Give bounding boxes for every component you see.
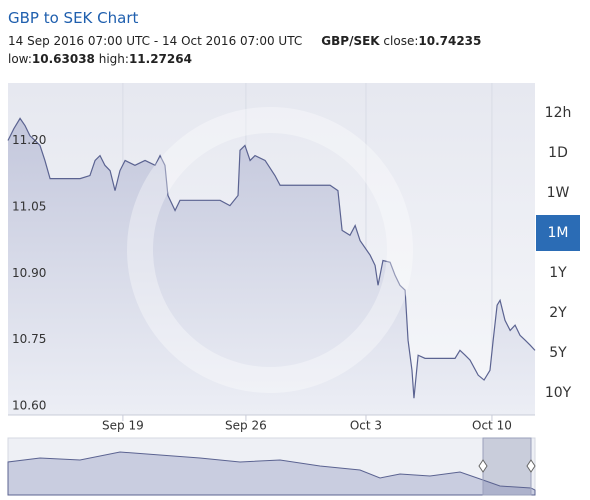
- y-tick-label: 11.20: [12, 133, 46, 147]
- area: [8, 118, 535, 415]
- low-value: 10.63038: [31, 52, 95, 66]
- range-button-label[interactable]: 10Y: [545, 385, 572, 401]
- range-button[interactable]: [536, 95, 580, 131]
- range-line: low:10.63038 high:11.27264: [8, 50, 588, 68]
- y-tick-label: 11.05: [12, 199, 46, 213]
- close-label: close:: [383, 34, 419, 48]
- range-button-label[interactable]: 1Y: [549, 265, 567, 281]
- info-line: 14 Sep 2016 07:00 UTC - 14 Oct 2016 07:0…: [8, 32, 588, 50]
- y-tick-label: 10.75: [12, 332, 46, 346]
- range-button[interactable]: [536, 335, 580, 371]
- range-button[interactable]: [536, 135, 580, 171]
- range-button-label[interactable]: 2Y: [549, 305, 567, 321]
- high-label: high:: [98, 52, 129, 66]
- range-button-label[interactable]: 1D: [548, 145, 568, 161]
- range-button[interactable]: [536, 255, 580, 291]
- x-tick-label: Sep 26: [225, 419, 267, 433]
- low-label: low:: [8, 52, 32, 66]
- high-value: 11.27264: [128, 52, 192, 66]
- range-button[interactable]: [536, 375, 580, 411]
- y-tick-label: 10.60: [12, 399, 46, 413]
- period: 14 Sep 2016 07:00 UTC - 14 Oct 2016 07:0…: [8, 34, 303, 48]
- navigator: [7, 437, 536, 496]
- range-button[interactable]: [536, 215, 580, 251]
- watermark: [127, 107, 413, 393]
- chart-title: GBP to SEK Chart: [8, 9, 139, 27]
- close-value: 10.74235: [418, 34, 482, 48]
- line: [7, 117, 536, 399]
- range-button[interactable]: [536, 175, 580, 211]
- range-button-label[interactable]: 5Y: [549, 345, 567, 361]
- navigator-area: [7, 451, 536, 496]
- pair: GBP/SEK: [321, 34, 380, 48]
- range-button[interactable]: [536, 295, 580, 331]
- navigator-handle[interactable]: [526, 459, 536, 473]
- x-tick-label: Sep 19: [102, 419, 144, 433]
- range-button-label[interactable]: 1W: [547, 185, 570, 201]
- y-tick-label: 10.90: [12, 266, 46, 280]
- navigator-selection[interactable]: [482, 437, 532, 496]
- navigator-handle[interactable]: [478, 459, 488, 473]
- header: GBP to SEK Chart 14 Sep 2016 07:00 UTC -…: [8, 4, 588, 68]
- range-button-label[interactable]: 1M: [548, 225, 569, 241]
- x-tick-label: Oct 3: [350, 419, 382, 433]
- range-button-label[interactable]: 12h: [545, 105, 572, 121]
- x-tick-label: Oct 10: [472, 419, 512, 433]
